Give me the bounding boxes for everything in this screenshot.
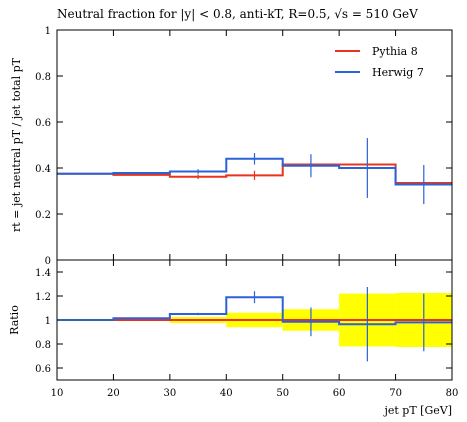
main-y-tick-label: 0.6 <box>35 118 51 129</box>
main-y-tick-label: 0.2 <box>35 210 51 221</box>
ratio-y-axis-label: Ratio <box>8 305 21 335</box>
ratio-plot-frame <box>56 259 453 381</box>
main-series-pythia-line <box>57 163 452 184</box>
ratio-series-group <box>57 287 452 362</box>
chart-title: Neutral fraction for |y| < 0.8, anti-kT,… <box>57 7 418 21</box>
main-y-tick-label: 0.8 <box>35 72 51 83</box>
ratio-y-tick-label: 0.8 <box>35 340 51 351</box>
main-plot-frame <box>56 29 453 261</box>
legend-label-herwig: Herwig 7 <box>372 66 424 79</box>
x-axis-ticks: 10 20 30 40 50 60 70 80 <box>51 30 459 399</box>
x-tick-label: 50 <box>276 388 289 399</box>
x-tick-label: 70 <box>389 388 402 399</box>
x-tick-label: 80 <box>446 388 459 399</box>
main-y-tick-label: 0 <box>45 256 51 267</box>
ratio-y-tick-label: 0.6 <box>35 364 51 375</box>
main-y-ticks: 0 0.2 0.4 0.6 0.8 1 <box>35 26 452 267</box>
legend: Pythia 8 Herwig 7 <box>335 45 424 79</box>
main-y-tick-label: 0.4 <box>35 164 51 175</box>
x-tick-label: 10 <box>51 388 64 399</box>
main-y-tick-label: 1 <box>45 26 51 37</box>
ratio-y-tick-label: 1.4 <box>35 268 51 279</box>
x-tick-label: 20 <box>107 388 120 399</box>
x-tick-label: 60 <box>333 388 346 399</box>
x-axis-label: jet pT [GeV] <box>382 404 452 417</box>
ratio-y-tick-label: 1 <box>45 316 51 327</box>
main-series-group <box>57 138 452 205</box>
x-tick-label: 40 <box>220 388 233 399</box>
main-y-axis-label: rt = jet neutral pT / jet total pT <box>10 57 23 232</box>
x-tick-label: 30 <box>163 388 176 399</box>
ratio-y-tick-label: 1.2 <box>35 292 51 303</box>
legend-label-pythia: Pythia 8 <box>372 45 418 58</box>
